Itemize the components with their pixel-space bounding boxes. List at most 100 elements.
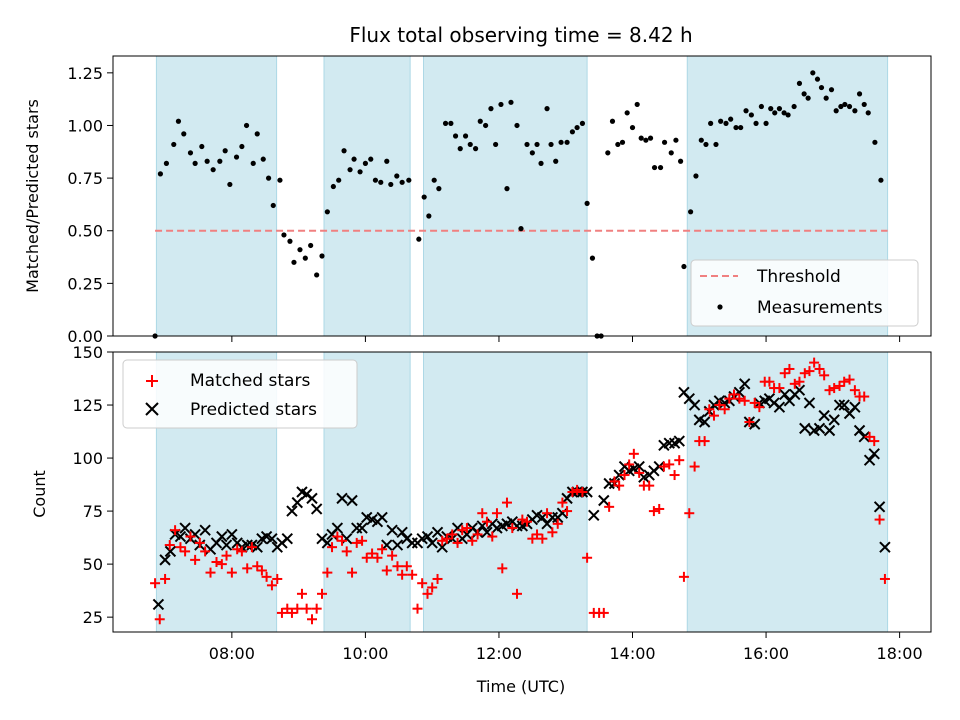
measurement-point (584, 200, 590, 206)
measurement-point (514, 122, 520, 129)
matched-stars-point (232, 544, 243, 555)
measurement-point (776, 106, 783, 112)
predicted-stars-point (341, 532, 353, 545)
measurement-point (615, 141, 621, 148)
predicted-stars-point (251, 541, 263, 553)
y-tick-label: 150 (72, 343, 103, 362)
legend-matched-swatch (146, 375, 158, 387)
measurement-point (347, 167, 353, 173)
legend-measurements-label: Measurements (757, 298, 883, 318)
matched-stars-point (619, 470, 630, 481)
matched-stars-point (381, 565, 392, 576)
matched-stars-point (729, 389, 740, 400)
matched-stars-point (658, 461, 669, 472)
measurement-point (254, 131, 260, 137)
measurement-point (878, 177, 884, 183)
predicted-stars-point (838, 399, 850, 411)
measurement-point (472, 146, 479, 152)
matched-stars-point (190, 554, 201, 565)
measurement-point (498, 101, 504, 108)
measurement-point (199, 143, 205, 150)
measurement-point (250, 160, 256, 166)
measurement-point (260, 156, 266, 162)
measurement-point (187, 150, 194, 156)
predicted-stars-point (216, 530, 228, 543)
top-x-axis-ticks (231, 336, 901, 342)
measurement-point (204, 158, 210, 164)
predicted-stars-point (868, 448, 880, 460)
predicted-stars-point (281, 532, 293, 545)
matched-stars-point (452, 537, 463, 548)
predicted-stars-point (858, 431, 870, 443)
matched-stars-point (819, 370, 830, 381)
measurement-point (703, 141, 709, 148)
matched-stars-point (301, 603, 312, 614)
matched-stars-point (205, 567, 216, 578)
y-tick-label: 0.25 (67, 274, 103, 293)
matched-stars-point (487, 531, 498, 542)
measurement-point (378, 179, 384, 185)
predicted-stars-point (673, 435, 685, 447)
predicted-stars-point (164, 545, 177, 558)
predicted-stars-point (613, 469, 625, 481)
matched-stars-point (684, 508, 695, 519)
matched-stars-point (242, 563, 253, 574)
predicted-stars-point (779, 388, 791, 401)
measurements-series (152, 70, 884, 339)
measurement-point (823, 95, 829, 101)
measurement-point (629, 124, 636, 131)
measurement-point (723, 120, 729, 126)
matched-stars-point (441, 533, 452, 544)
y-tick-label: 0.00 (67, 327, 103, 346)
measurement-point (763, 120, 769, 126)
predicted-stars-point (179, 522, 191, 534)
observing-window (423, 55, 588, 337)
predicted-stars-point (431, 526, 444, 539)
measurement-point (488, 106, 494, 112)
measurement-point (634, 101, 640, 108)
matched-stars-point (347, 567, 358, 578)
predicted-stars-point (803, 397, 816, 409)
predicted-stars-point (863, 454, 876, 466)
predicted-stars-point (633, 460, 645, 473)
matched-stars-point (256, 565, 267, 576)
x-tick-label: 16:00 (743, 644, 789, 663)
y-tick-label: 1.25 (67, 64, 103, 83)
top-y-axis-ticks: 0.00 0.25 0.50 0.75 1.00 1.25 (67, 64, 113, 346)
matched-stars-point (216, 559, 227, 570)
measurement-point (508, 99, 514, 105)
predicted-stars-point (220, 539, 233, 551)
predicted-stars-point (818, 409, 830, 422)
matched-stars-point (552, 518, 563, 529)
measurement-point (372, 177, 379, 183)
matched-stars-point (341, 546, 352, 557)
predicted-stars-point (849, 401, 861, 413)
measurement-point (688, 209, 694, 215)
matched-stars-point (678, 571, 689, 582)
legend-predicted-label: Predicted stars (190, 400, 317, 420)
measurement-point (842, 101, 848, 108)
matched-stars-point (664, 459, 675, 470)
matched-stars-point (351, 537, 362, 548)
matched-stars-point (437, 535, 448, 546)
measurement-point (483, 122, 489, 129)
matched-stars-point (799, 368, 810, 379)
y-tick-label: 125 (72, 396, 103, 415)
matched-stars-point (226, 567, 237, 578)
matched-stars-point (654, 503, 665, 514)
matched-stars-point (844, 374, 855, 385)
predicted-stars-point (159, 554, 171, 566)
predicted-stars-point (346, 494, 358, 507)
matched-stars-point (501, 497, 512, 508)
measurement-point (661, 139, 668, 145)
measurement-point (553, 158, 559, 164)
matched-stars-point (537, 533, 548, 544)
matched-stars-point (829, 383, 840, 394)
matched-stars-point (401, 561, 412, 572)
observing-window (155, 55, 278, 337)
matched-stars-point (794, 376, 805, 387)
measurement-point (733, 124, 739, 131)
predicted-stars-point (199, 524, 211, 536)
matched-stars-point (417, 578, 428, 589)
predicted-stars-point (436, 541, 448, 553)
